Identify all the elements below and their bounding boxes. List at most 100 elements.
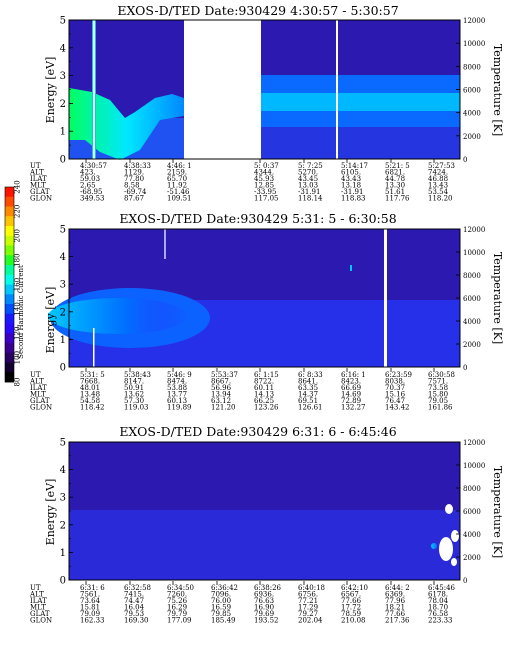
panel-3-blob-2 xyxy=(439,537,453,561)
colorbar-tick-label: 200 xyxy=(14,229,22,242)
info-row-value: 117.76 xyxy=(385,195,410,203)
temperature-tick-label: 8000 xyxy=(463,272,481,280)
info-row-value: 6:32:58 xyxy=(124,584,151,592)
info-row-value: 7561. xyxy=(80,591,100,599)
colorbar-tick-label: 80 xyxy=(14,378,22,387)
info-row-value: 51.61 xyxy=(385,188,405,196)
info-row-value: -69.74 xyxy=(124,188,147,196)
panel-1-info-rows: UT 4:30:57 4:38:33 4:46: 1 5: 0:37 5: 7:25 5:1… xyxy=(29,159,455,203)
panel-2-info-rows: UT 5:31: 5 5:38:43 5:46: 9 5:53:37 6: 1:15 6: … xyxy=(29,368,455,412)
info-row-value: 79.79 xyxy=(167,610,187,618)
info-row-value: 70.37 xyxy=(385,384,405,392)
panel-1-yticks: 0 1 2 3 4 5 xyxy=(60,16,73,166)
colorbar-cell xyxy=(5,352,14,363)
info-row-value: 60.13 xyxy=(167,397,187,405)
info-row-label: UT xyxy=(30,584,41,592)
info-row-value: 76.63 xyxy=(254,597,274,605)
panel-3-blob-1 xyxy=(445,504,453,514)
info-row-value: 5: 7:25 xyxy=(298,162,323,170)
info-row-value: 7571. xyxy=(428,378,448,386)
colorbar-cell xyxy=(5,265,14,276)
info-row-value: 118.14 xyxy=(298,195,323,203)
colorbar-tick-label: 100 xyxy=(14,351,22,364)
info-row-value: 18.21 xyxy=(385,604,405,612)
energy-tick-label: 1 xyxy=(60,548,66,559)
panel-2-yticks: 0 1 2 3 4 5 xyxy=(60,225,73,374)
panel-1-title: EXOS-D/TED Date:930429 4:30:57 - 5:30:57 xyxy=(117,3,398,18)
colorbar-cell xyxy=(5,343,14,354)
info-row-value: 6:40:18 xyxy=(298,584,325,592)
temperature-tick-label: 12000 xyxy=(463,17,485,25)
panel-1-data-gap xyxy=(184,20,261,159)
temperature-tick-label: 8000 xyxy=(463,63,481,71)
info-row-value: 217.36 xyxy=(385,617,410,625)
panel-1-main-band xyxy=(69,88,184,160)
panel-1-white-line xyxy=(336,20,338,159)
panel-3-spectrogram xyxy=(69,504,460,580)
info-row-value: 79.69 xyxy=(254,610,274,618)
info-row-value: 5: 0:37 xyxy=(254,162,279,170)
info-row-value: 8722. xyxy=(254,378,274,386)
info-row-value: 77.96 xyxy=(385,597,406,605)
info-row-label: MLT xyxy=(30,391,46,399)
info-row-value: 87.67 xyxy=(124,195,144,203)
colorbar-cell xyxy=(5,216,14,227)
info-row-value: 126.61 xyxy=(298,404,323,412)
info-row-value: 6:44: 2 xyxy=(385,584,410,592)
colorbar: 240 220 200 180 160 140 120 100 80 Second Harmon… xyxy=(4,180,25,387)
info-row-value: 121.20 xyxy=(211,404,236,412)
info-row-value: 78.59 xyxy=(341,610,361,618)
info-row-value: 8667. xyxy=(211,378,231,386)
info-row-value: 63.12 xyxy=(211,397,231,405)
info-row-value: 16.29 xyxy=(167,604,187,612)
energy-tick-label: 5 xyxy=(60,225,66,236)
info-row-value: 79.27 xyxy=(298,610,318,618)
panel-2-spot xyxy=(350,265,352,271)
panel-3-ylabel2: Temperature [K] xyxy=(491,466,504,558)
info-row-value: 5:21: 5 xyxy=(385,162,410,170)
info-row-value: 14.69 xyxy=(341,391,361,399)
info-row-value: 193.52 xyxy=(254,617,279,625)
info-row-value: 202.04 xyxy=(298,617,323,625)
info-row-value: 210.08 xyxy=(341,617,366,625)
info-row-value: 169.30 xyxy=(124,617,149,625)
info-row-value: 53.88 xyxy=(167,384,187,392)
info-row-value: 7415. xyxy=(124,591,144,599)
temperature-tick-label: 8000 xyxy=(463,485,481,493)
info-row-value: 2.65 xyxy=(80,182,96,190)
panel-1-y2ticks: 0 2000 4000 6000 8000 10000 12000 xyxy=(456,17,485,164)
colorbar-label: Second Harmonic Current xyxy=(17,265,25,359)
panel-3-blob-4 xyxy=(451,558,457,566)
info-row-value: 50.91 xyxy=(124,384,144,392)
info-row-value: 15.80 xyxy=(428,391,448,399)
info-row-value: 56.96 xyxy=(211,384,232,392)
colorbar-cell xyxy=(5,372,14,383)
energy-tick-label: 3 xyxy=(60,71,66,82)
info-row-value: 6:45:46 xyxy=(428,584,456,592)
info-row-value: 7260. xyxy=(167,591,187,599)
info-row-value: 13.94 xyxy=(211,391,232,399)
info-row-label: ALT xyxy=(29,378,44,386)
info-row-value: 6:23:59 xyxy=(385,371,412,379)
info-row-value: 4:46: 1 xyxy=(167,162,192,170)
info-row-label: MLT xyxy=(30,604,46,612)
info-row-value: 77.66 xyxy=(385,610,406,618)
info-row-label: ILAT xyxy=(30,175,47,183)
panel-2-stripe xyxy=(164,229,166,259)
info-row-value: 7668. xyxy=(80,378,100,386)
colorbar-cell xyxy=(5,245,14,256)
panel-3-title: EXOS-D/TED Date:930429 6:31: 6 - 6:45:46 xyxy=(119,424,396,439)
info-row-label: UT xyxy=(30,371,41,379)
info-row-value: 6936. xyxy=(254,591,274,599)
panel-1-stripe-core xyxy=(93,20,95,159)
colorbar-cell xyxy=(5,333,14,344)
panel-3-info-rows: UT 6:31: 6 6:32:58 6:34:50 6:36:42 6:38:26 6:4… xyxy=(29,581,456,625)
energy-tick-label: 4 xyxy=(60,465,66,476)
panel-1-ylabel2: Temperature [K] xyxy=(491,44,504,136)
info-row-value: 118.20 xyxy=(428,195,453,203)
info-row-value: 16.04 xyxy=(124,604,145,612)
info-row-value: 6821. xyxy=(385,169,405,177)
info-row-value: 177.09 xyxy=(167,617,192,625)
colorbar-cell xyxy=(5,284,14,295)
